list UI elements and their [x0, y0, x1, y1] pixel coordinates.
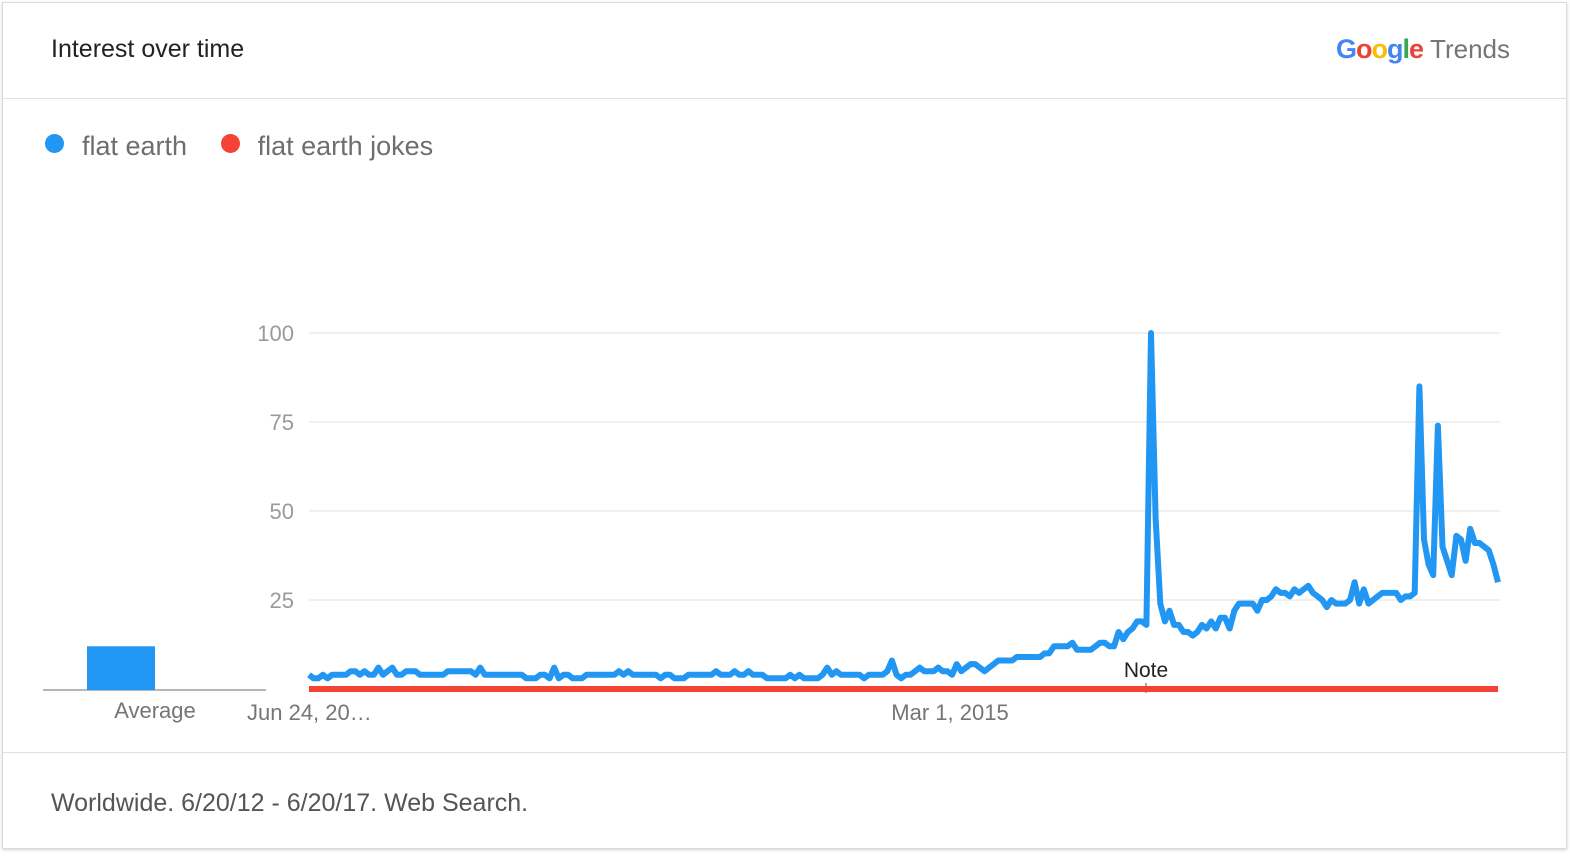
y-tick-label: 25	[270, 588, 294, 613]
footer-caption: Worldwide. 6/20/12 - 6/20/17. Web Search…	[51, 789, 529, 817]
card-header: Interest over time Google Trends	[3, 3, 1566, 99]
google-letter: o	[1371, 34, 1387, 64]
average-label: Average	[114, 698, 196, 723]
google-wordmark: Google	[1335, 34, 1424, 64]
google-letter: g	[1386, 34, 1403, 64]
y-tick-label: 100	[257, 321, 294, 346]
y-tick-label: 50	[270, 499, 294, 524]
card-title: Interest over time	[51, 35, 245, 63]
y-tick-label: 75	[270, 410, 294, 435]
google-letter: o	[1355, 34, 1372, 64]
card-footer: Worldwide. 6/20/12 - 6/20/17. Web Search…	[3, 752, 1566, 848]
x-tick-label: Jun 24, 20…	[247, 700, 372, 725]
legend-label: flat earth jokes	[257, 131, 434, 161]
google-letter: l	[1402, 34, 1409, 64]
legend-item-flat-earth-jokes[interactable]: flat earth jokes	[220, 131, 434, 162]
legend-item-flat-earth[interactable]: flat earth	[45, 131, 187, 162]
google-letter: e	[1409, 34, 1424, 64]
legend-label: flat earth	[82, 131, 188, 161]
average-bar	[87, 646, 155, 690]
google-letter: G	[1335, 34, 1357, 64]
google-trends-logo[interactable]: Google Trends	[1336, 34, 1510, 65]
chart-legend: flat earth flat earth jokes	[45, 131, 459, 162]
x-tick-label: Mar 1, 2015	[891, 700, 1008, 725]
trends-wordmark: Trends	[1430, 34, 1510, 64]
legend-dot-icon	[45, 134, 64, 153]
series-line-flat-earth	[307, 330, 1501, 682]
note-label: Note	[1124, 659, 1168, 682]
legend-dot-icon	[220, 134, 240, 153]
